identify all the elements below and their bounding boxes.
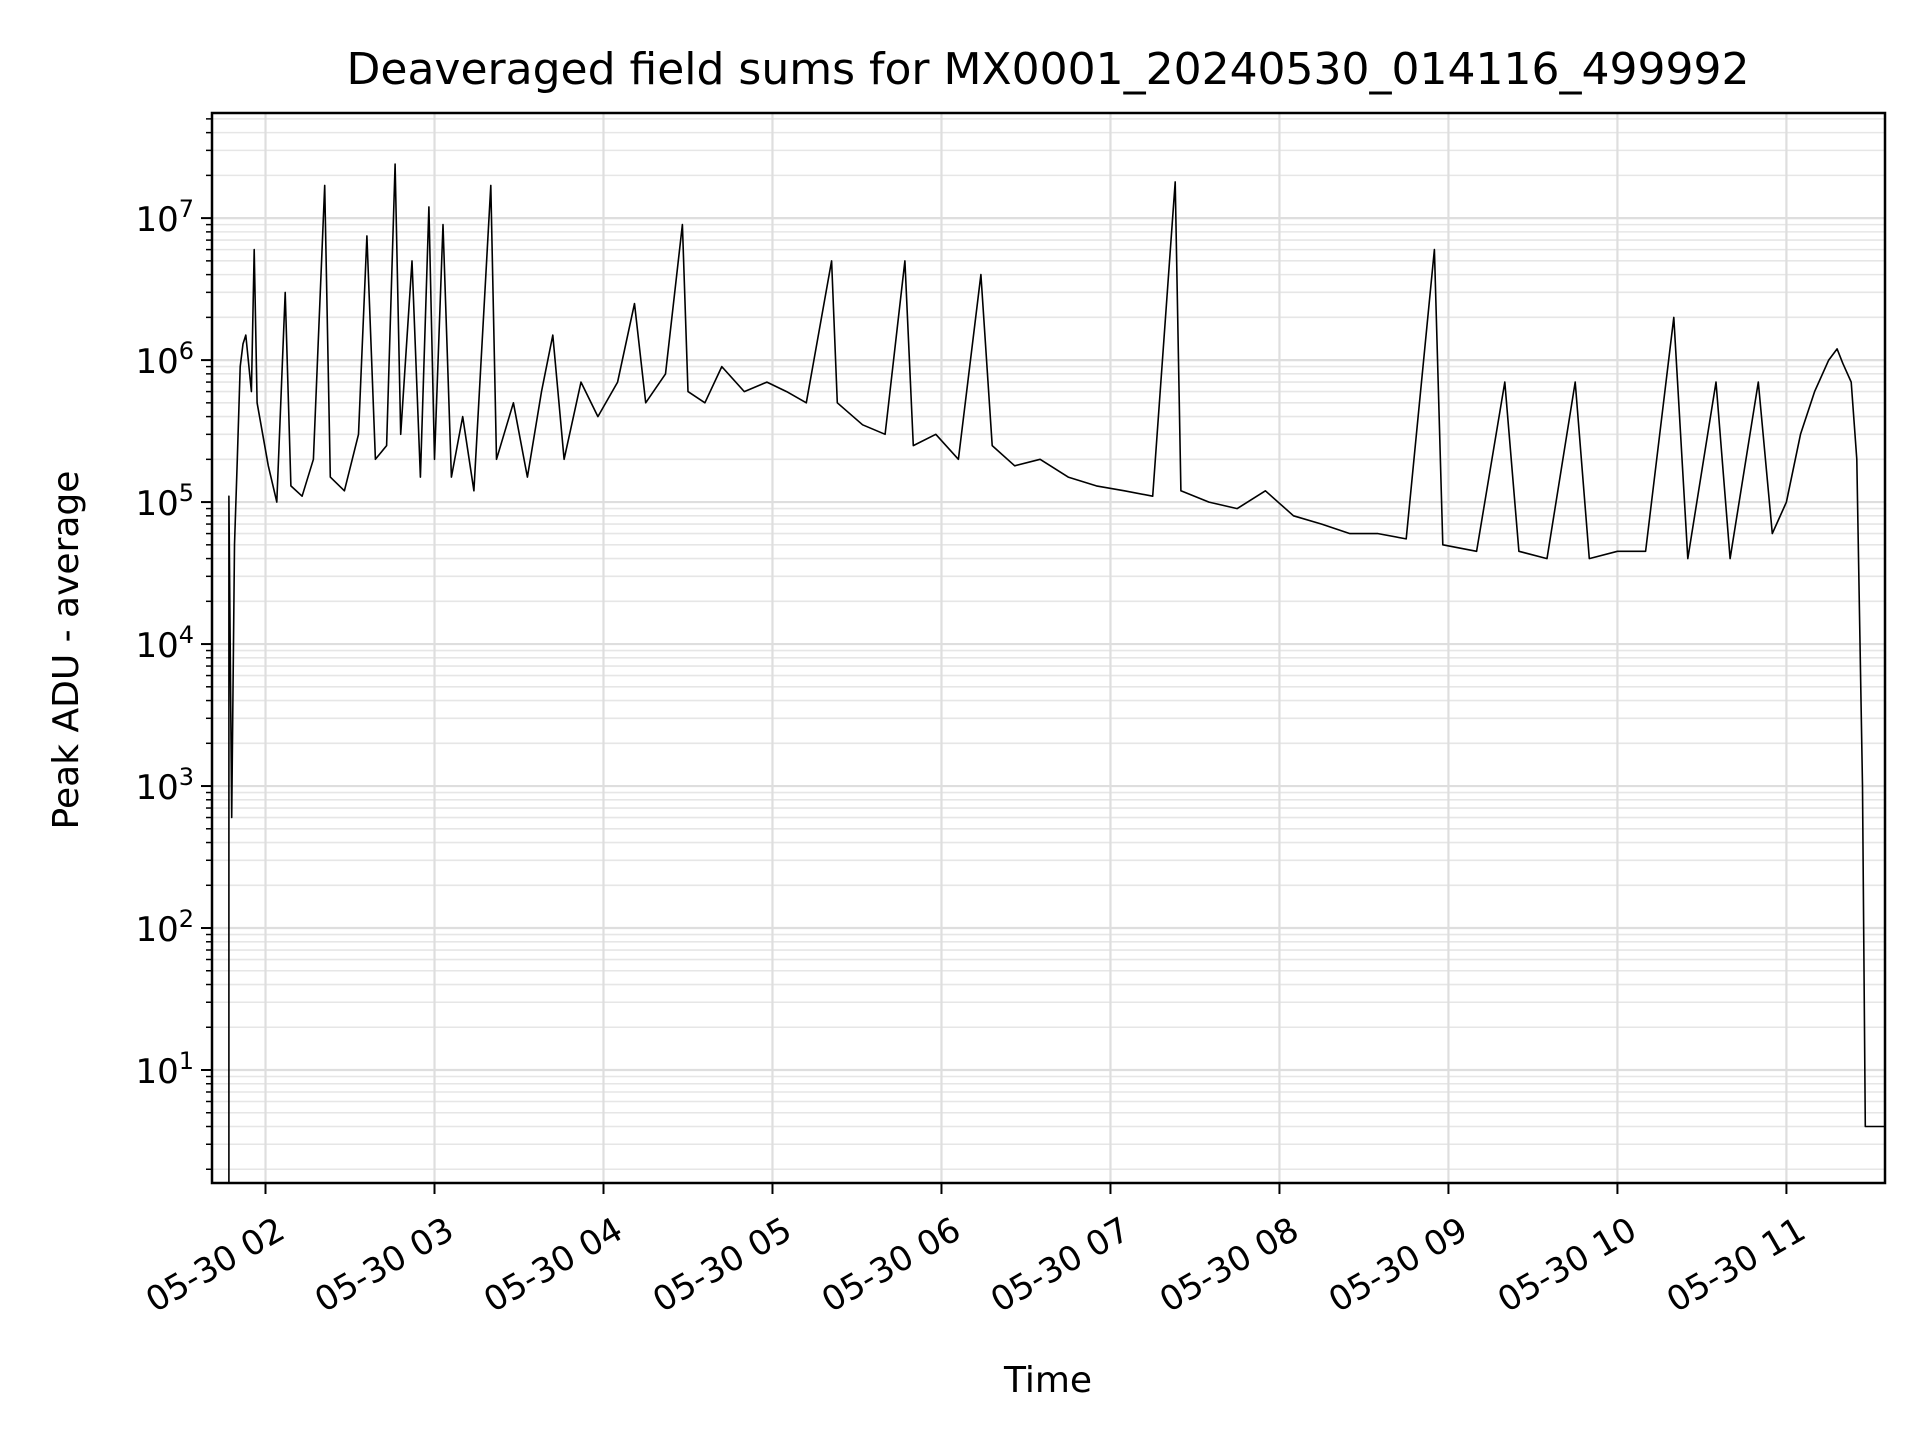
y-tick-label: 105 [135, 479, 194, 524]
series-line [228, 163, 1885, 1183]
y-tick-label: 104 [135, 621, 194, 666]
x-tick-label: 05-30 08 [1153, 1210, 1305, 1321]
y-tick-label: 106 [135, 337, 194, 382]
x-tick-label: 05-30 10 [1491, 1210, 1643, 1321]
x-tick-label: 05-30 11 [1660, 1210, 1812, 1321]
series-layer [228, 163, 1885, 1183]
y-tick-label: 103 [135, 763, 194, 808]
x-tick-label: 05-30 06 [815, 1210, 967, 1321]
y-tick-label: 107 [135, 195, 194, 240]
x-axis: 05-30 02 05-30 03 05-30 04 05-30 05 05-30 06… [139, 1183, 1813, 1321]
x-tick-label: 05-30 09 [1322, 1210, 1474, 1321]
y-axis-label: Peak ADU - average [46, 471, 87, 830]
y-tick-label: 101 [135, 1047, 194, 1092]
x-tick-label: 05-30 04 [477, 1210, 629, 1321]
y-tick-label: 102 [135, 905, 194, 950]
x-tick-label: 05-30 02 [139, 1210, 291, 1321]
x-tick-label: 05-30 05 [646, 1210, 798, 1321]
x-tick-label: 05-30 07 [984, 1210, 1136, 1321]
chart-title: Deaveraged field sums for MX0001_2024053… [347, 44, 1750, 95]
x-tick-label: 05-30 03 [308, 1210, 460, 1321]
grid [212, 113, 1885, 1183]
y-axis: 101 102 103 104 105 106 107 [135, 118, 212, 1170]
plot-frame [210, 111, 1887, 1185]
x-axis-label: Time [1003, 1360, 1092, 1401]
